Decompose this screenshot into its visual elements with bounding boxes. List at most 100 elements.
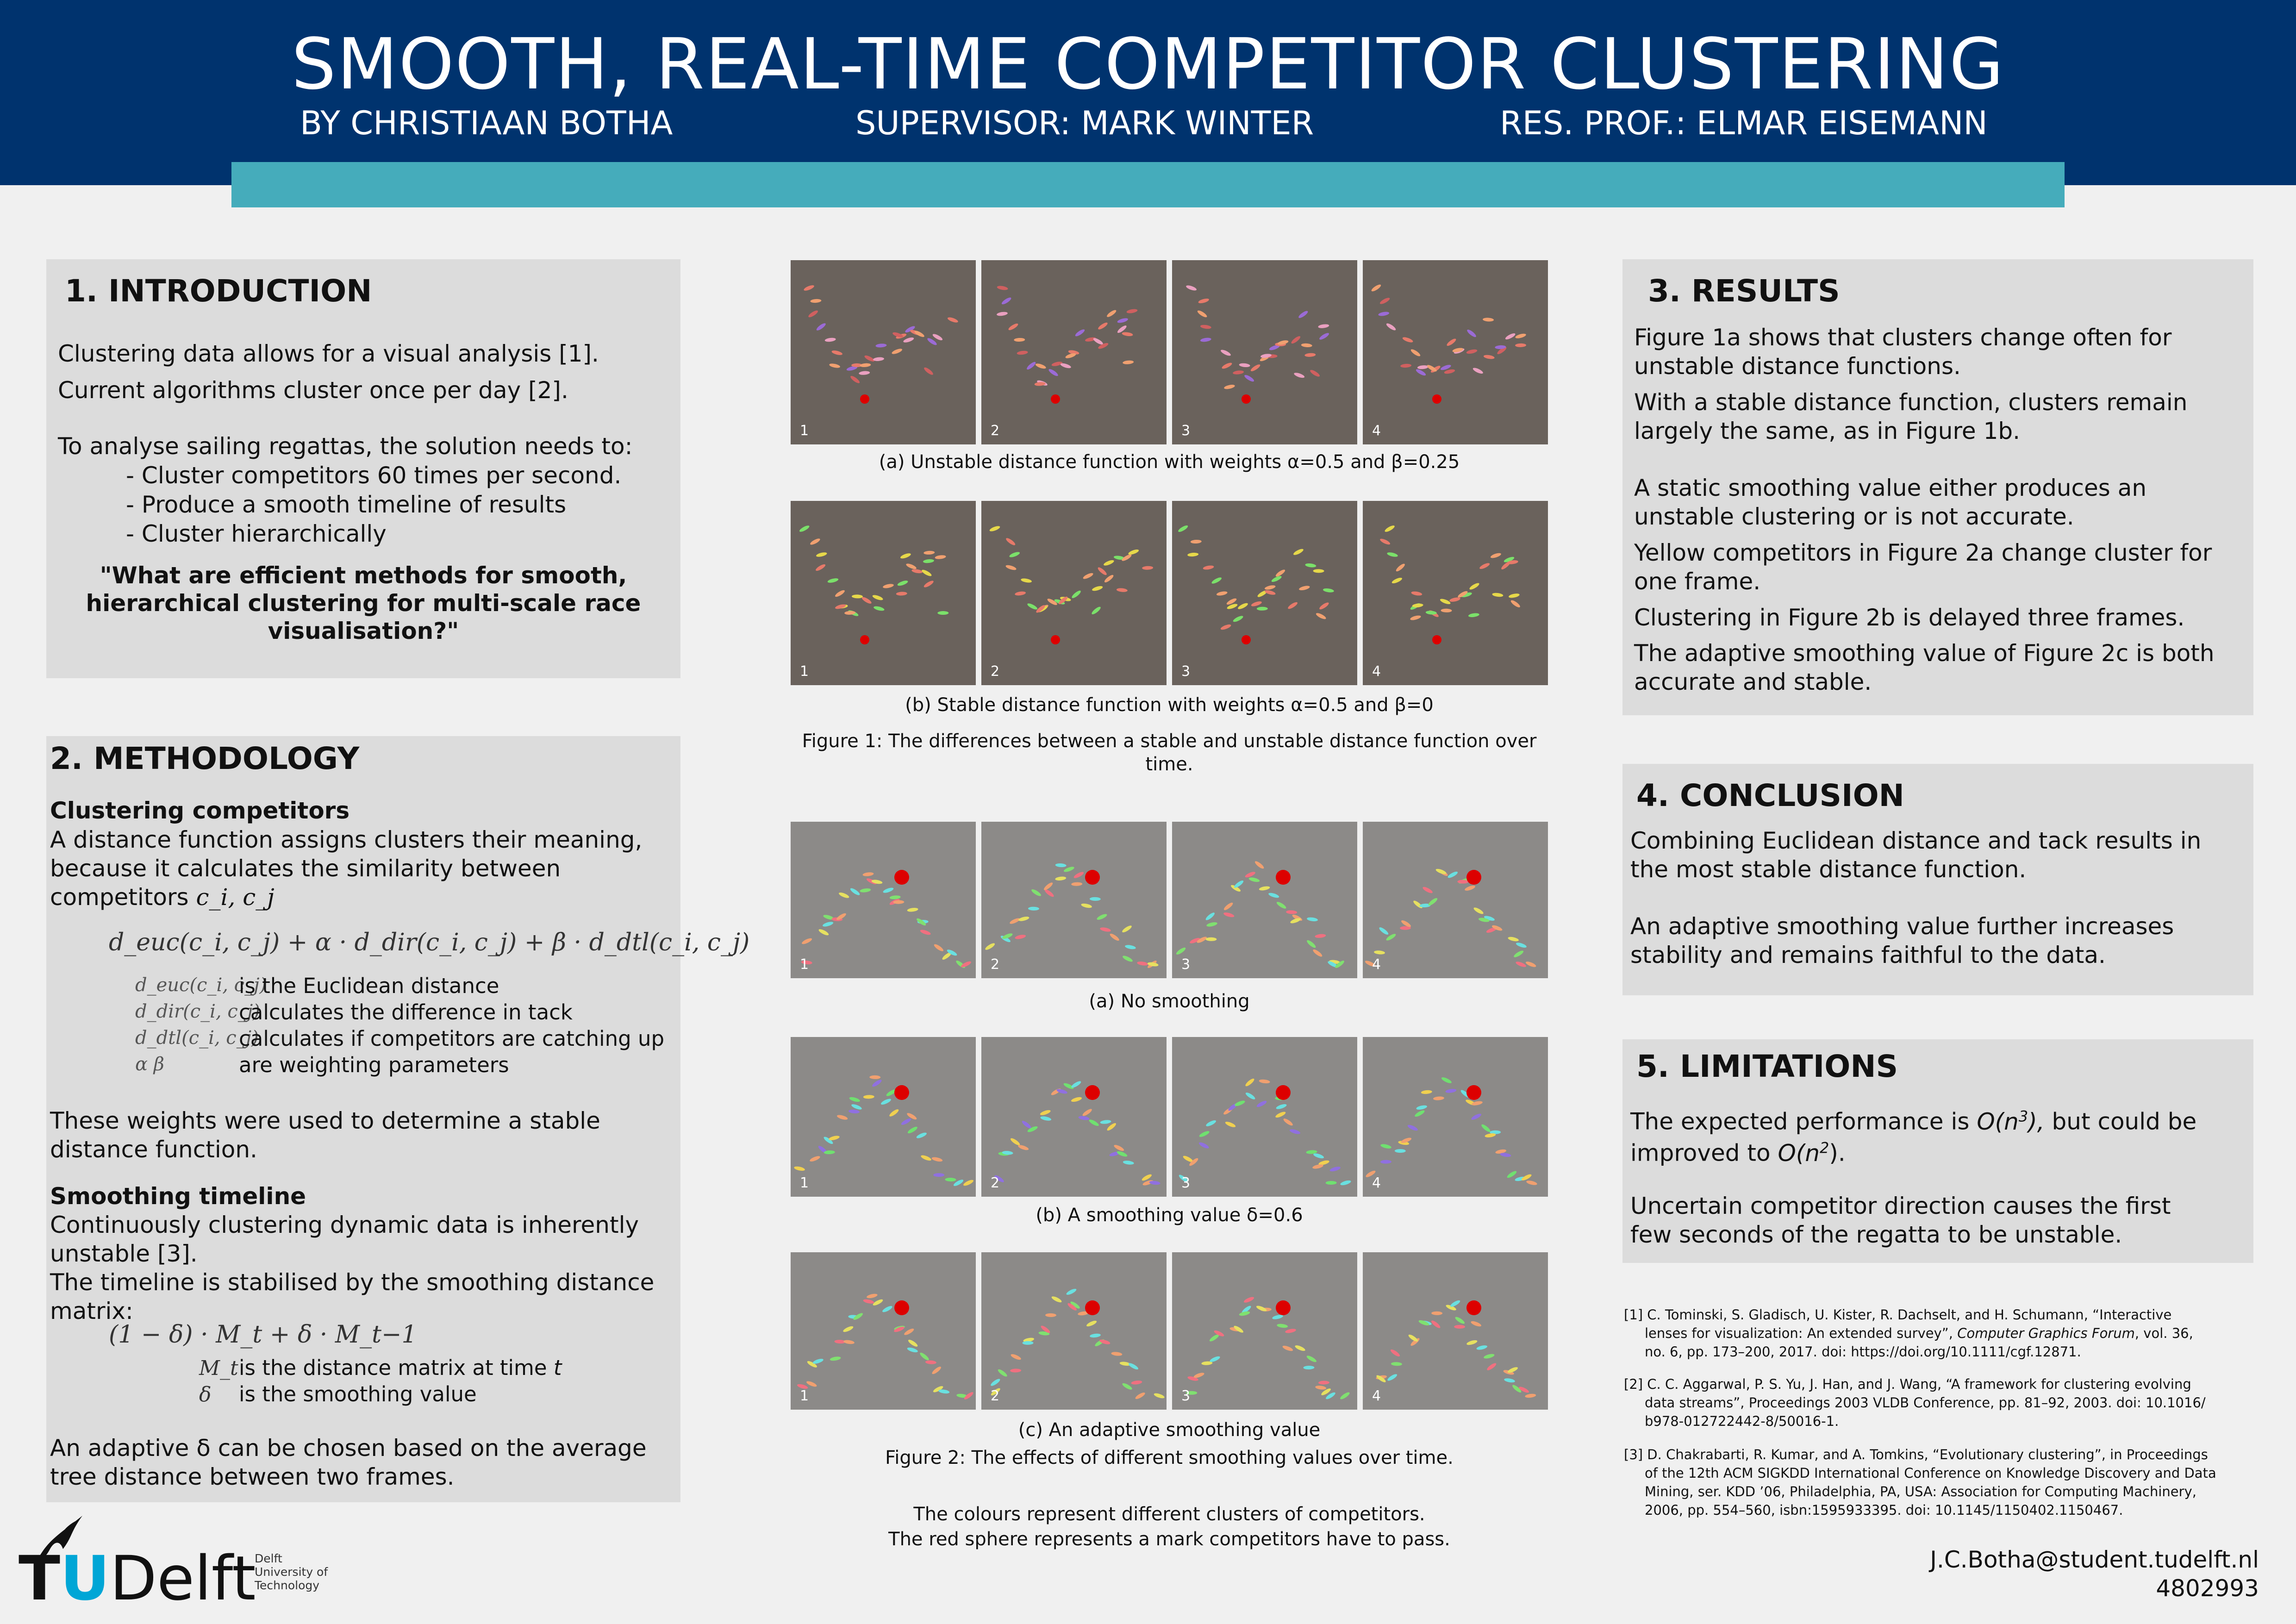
competitor-boat [1491,925,1503,931]
complexity-base: O(n [1977,1108,2019,1135]
frame-number: 4 [1372,663,1381,680]
competitor-boat [1490,1130,1501,1134]
competitor-boat [894,1326,905,1332]
red-mark-sphere [1432,635,1441,644]
competitor-boat [1307,917,1318,922]
simulation-frame: 1 [791,501,976,685]
results-text: unstable distance functions. [1634,353,1961,380]
competitor-boat [1396,563,1405,572]
competitor-boat [1071,1097,1082,1102]
figure-caption: (a) No smoothing [1089,991,1250,1012]
competitor-boat [1468,613,1479,618]
results-text: A static smoothing value either produces… [1634,475,2147,501]
competitor-boat [1379,927,1389,935]
frame-canvas [981,822,1167,978]
def-text: calculates the difference in tack [239,1000,573,1024]
competitor-boat [1365,961,1375,967]
math-vars: c_i, c_j [196,884,275,911]
competitor-boat [863,1095,874,1099]
competitor-boat [1083,573,1093,579]
competitor-boat [1256,1305,1267,1312]
competitor-boat [1485,1133,1496,1137]
competitor-boat [1099,1339,1111,1344]
competitor-boat [1235,1100,1245,1106]
competitor-boat [1200,337,1211,342]
reference: b978-012722442-8/50016-1. [1645,1413,1839,1429]
frame-canvas [1172,1252,1357,1410]
competitor-boat [1216,591,1228,596]
competitor-boat [864,355,875,362]
competitor-boat [1022,1121,1031,1129]
competitor-boat [1408,1334,1418,1342]
competitor-boat [1070,1301,1080,1309]
competitor-boat [1142,566,1154,570]
competitor-boat [1126,309,1138,313]
competitor-boat [1205,912,1215,920]
complexity-close: ), [2028,1108,2045,1135]
conclusion-text: the most stable distance function. [1630,856,2027,883]
competitor-boat [1277,1324,1288,1328]
competitor-boat [830,1356,841,1361]
competitor-boat [1283,1118,1293,1126]
conclusion-panel [1622,764,2253,995]
competitor-boat [1391,1362,1402,1366]
def-text: are weighting parameters [239,1053,509,1077]
competitor-boat [1472,368,1483,374]
competitor-boat [1514,950,1524,957]
competitor-boat [1515,343,1527,347]
frame-number: 4 [1372,1175,1381,1191]
competitor-boat [1504,556,1515,562]
competitor-boat [1457,880,1469,884]
competitor-boat [1073,872,1084,878]
competitor-boat [1122,1383,1132,1390]
competitor-boat [1386,323,1396,331]
competitor-boat [1525,1393,1536,1398]
competitor-boat [1011,1354,1021,1360]
competitor-boat [1526,1181,1537,1185]
frame-number: 1 [800,1175,809,1191]
reference: data streams”, Proceedings 2003 VLDB Con… [1645,1395,2206,1411]
competitor-boat [1098,567,1107,575]
competitor-boat [1071,1081,1081,1088]
competitor-boat [1483,318,1494,322]
competitor-boat [1107,310,1117,317]
competitor-boat [1276,902,1286,909]
results-text: largely the same, as in Figure 1b. [1634,418,2021,444]
competitor-boat [797,1384,808,1389]
competitor-boat [1525,962,1536,967]
frame-background [1172,1252,1357,1410]
competitor-boat [1394,1149,1406,1153]
competitor-boat [1122,925,1132,933]
competitor-boat [802,938,812,944]
competitor-boat [1113,556,1125,560]
competitor-boat [1064,867,1074,872]
competitor-boat [1051,362,1063,366]
competitor-boat [1183,1156,1193,1162]
competitor-boat [1515,333,1526,338]
competitor-boat [1092,586,1103,591]
logo-sub-line: Technology [255,1579,320,1592]
competitor-boat [1466,1340,1478,1345]
frame-canvas [791,260,976,444]
competitor-boat [810,1156,820,1162]
frame-canvas [981,501,1167,685]
competitor-boat [1431,1320,1441,1328]
author: BY CHRISTIAAN BOTHA [300,104,673,142]
competitor-boat [1415,1110,1425,1117]
competitor-boat [1285,1329,1296,1333]
competitor-boat [1323,588,1334,593]
competitor-boat [916,1132,927,1138]
subheading: Smoothing timeline [50,1183,306,1210]
competitor-boat [903,337,914,343]
red-mark-sphere [1242,394,1251,404]
results-text: one frame. [1634,568,1761,595]
limitations-text: improved to O(n2). [1630,1133,1846,1168]
frame-background [981,501,1167,685]
method-text: tree distance between two frames. [50,1463,455,1490]
competitor-boat [1387,552,1398,557]
competitor-boat [1306,1355,1316,1362]
competitor-boat [1289,1129,1301,1134]
competitor-boat [1400,363,1412,368]
competitor-boat [1271,576,1282,582]
competitor-boat [953,1180,964,1186]
